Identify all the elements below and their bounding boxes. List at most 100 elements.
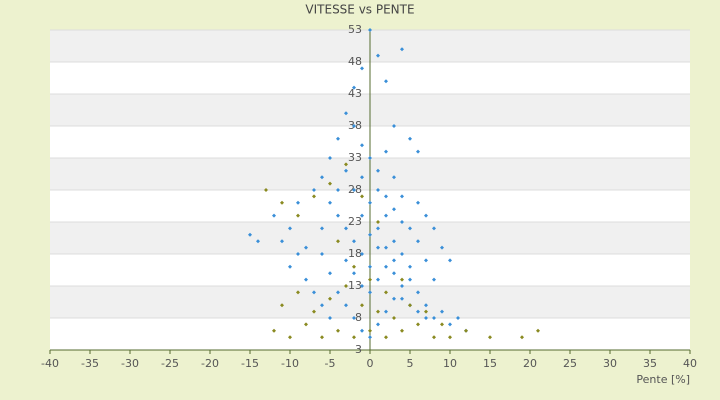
point <box>416 200 420 205</box>
x-tick-label: -25 <box>161 357 179 370</box>
point <box>440 322 444 327</box>
point <box>344 303 348 308</box>
point <box>488 335 492 340</box>
point <box>368 335 372 340</box>
point <box>384 290 388 295</box>
point <box>408 303 412 308</box>
point <box>384 264 388 269</box>
point <box>328 316 332 320</box>
x-tick-label: -30 <box>121 357 139 370</box>
point <box>360 213 364 218</box>
point <box>280 303 284 308</box>
point <box>416 290 420 295</box>
point <box>288 264 292 269</box>
point <box>248 232 252 237</box>
x-tick-label: 10 <box>443 357 457 370</box>
point <box>344 162 348 167</box>
y-tick-label: 43 <box>348 87 362 100</box>
point <box>376 309 380 314</box>
point <box>392 296 396 301</box>
point <box>304 322 308 327</box>
point <box>440 245 444 250</box>
point <box>256 239 260 244</box>
point <box>352 85 356 90</box>
chart-title: VITESSE vs PENTE <box>305 3 414 17</box>
point <box>344 258 348 263</box>
point <box>376 168 380 173</box>
point <box>368 28 372 32</box>
point <box>272 328 276 333</box>
point <box>448 322 452 327</box>
x-tick-label: 0 <box>367 357 374 370</box>
point <box>384 245 388 250</box>
point <box>320 226 324 231</box>
point <box>416 149 420 154</box>
point <box>368 290 372 295</box>
x-tick-label: -20 <box>201 357 219 370</box>
point <box>384 213 388 218</box>
point <box>536 328 540 333</box>
point <box>288 226 292 231</box>
point <box>336 213 340 218</box>
point <box>360 143 364 148</box>
point <box>392 207 396 212</box>
point <box>352 264 356 269</box>
point <box>336 188 340 192</box>
point <box>344 226 348 231</box>
point <box>376 220 380 224</box>
point <box>424 309 428 314</box>
x-tick-label: 40 <box>683 357 697 370</box>
point <box>336 290 340 295</box>
point <box>272 213 276 218</box>
point <box>288 335 292 340</box>
y-tick-label: 53 <box>348 23 362 36</box>
point <box>408 136 412 141</box>
point <box>376 226 380 231</box>
point <box>392 258 396 263</box>
x-tick-label: -5 <box>325 357 336 370</box>
point <box>448 258 452 263</box>
point <box>320 335 324 340</box>
point <box>280 239 284 244</box>
point <box>376 245 380 250</box>
point <box>400 328 404 333</box>
point <box>400 194 404 199</box>
x-tick-label: 20 <box>523 357 537 370</box>
point <box>312 188 316 192</box>
point <box>416 322 420 327</box>
x-tick-label: 5 <box>407 357 414 370</box>
point <box>368 200 372 205</box>
point <box>328 181 332 186</box>
y-tick-label: 48 <box>348 55 362 68</box>
point <box>368 232 372 237</box>
y-tick-label: 3 <box>355 343 362 356</box>
point <box>344 111 348 116</box>
point <box>352 188 356 192</box>
x-tick-label: -10 <box>281 357 299 370</box>
point <box>368 277 372 282</box>
point <box>424 303 428 308</box>
point <box>360 328 364 333</box>
point <box>304 245 308 250</box>
point <box>304 277 308 282</box>
x-tick-label: 25 <box>563 357 577 370</box>
point <box>408 277 412 282</box>
y-tick-label: 33 <box>348 151 362 164</box>
point <box>384 335 388 340</box>
point <box>392 124 396 128</box>
point <box>360 175 364 180</box>
point <box>432 335 436 340</box>
point <box>376 188 380 192</box>
point <box>448 335 452 340</box>
point <box>456 316 460 320</box>
point <box>400 252 404 256</box>
point <box>424 316 428 320</box>
point <box>416 309 420 314</box>
point <box>344 284 348 288</box>
point <box>392 239 396 244</box>
point <box>368 156 372 160</box>
point <box>520 335 524 340</box>
point <box>360 303 364 308</box>
point <box>360 194 364 199</box>
